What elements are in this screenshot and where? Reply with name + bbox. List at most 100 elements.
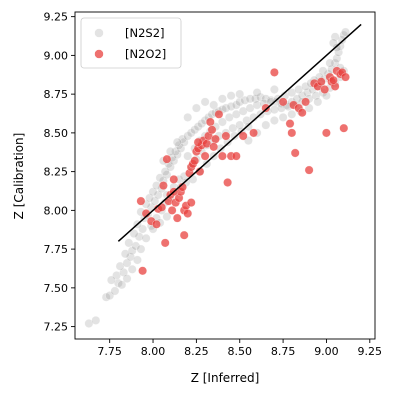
n2s2-point-179	[287, 109, 297, 119]
n2s2-point-14	[131, 241, 141, 251]
n2s2-point-60	[240, 95, 250, 105]
n2o2-point-15	[172, 213, 182, 223]
y-tick-label-1: 7.50	[44, 282, 69, 295]
n2s2-point-182	[313, 97, 323, 107]
x-tick-label-0: 7.75	[97, 345, 122, 358]
n2o2-point-54	[301, 97, 311, 107]
n2s2-point-45	[183, 131, 193, 141]
n2s2-point-135	[301, 81, 311, 91]
n2o2-point-21	[183, 209, 193, 218]
legend: [N2S2] [N2O2]	[80, 17, 182, 69]
y-tick-label-6: 8.75	[44, 88, 69, 101]
n2s2-point-136	[136, 244, 146, 254]
n2o2-point-7	[158, 181, 168, 191]
n2o2-point-46	[269, 67, 279, 77]
n2o2-point-8	[160, 238, 170, 248]
n2s2-point-15	[124, 238, 134, 248]
n2s2-point-127	[245, 103, 255, 113]
legend-box	[80, 17, 182, 69]
n2o2-point-0	[136, 196, 146, 206]
n2s2-point-7	[112, 271, 122, 280]
n2s2-point-137	[141, 233, 151, 243]
n2s2-point-165	[127, 264, 137, 274]
n2s2-point-124	[224, 112, 234, 122]
n2o2-point-70	[186, 198, 196, 208]
n2s2-point-176	[261, 120, 271, 130]
n2s2-point-105	[269, 105, 279, 115]
n2o2-point-9	[162, 154, 172, 164]
n2o2-point-49	[287, 128, 297, 138]
n2o2-point-36	[211, 134, 220, 144]
n2o2-point-58	[316, 77, 326, 87]
reference-line	[117, 23, 362, 242]
n2o2-point-55	[304, 165, 314, 175]
n2s2-point-162	[209, 100, 219, 110]
n2s2-point-1	[91, 315, 101, 325]
y-tick-label-3: 8.00	[44, 204, 69, 217]
n2s2-point-47	[190, 125, 200, 135]
n2o2-point-42	[231, 151, 241, 161]
n2s2-point-154	[243, 122, 253, 132]
plot-frame	[74, 11, 376, 340]
n2s2-point-85	[341, 27, 350, 37]
x-axis-ticks: 7.75 8.00 8.25 8.50 8.75 9.00 9.25	[97, 339, 382, 358]
n2s2-point-185	[332, 43, 342, 53]
n2s2-point-166	[132, 255, 142, 265]
n2s2-point-161	[191, 103, 201, 113]
n2o2-point-1	[138, 266, 148, 276]
legend-label-n2o2: [N2O2]	[125, 47, 166, 61]
n2o2-point-12	[167, 205, 177, 215]
y-tick-label-2: 7.75	[44, 243, 69, 256]
n2s2-point-164	[122, 274, 132, 284]
n2s2-point-172	[165, 147, 175, 156]
legend-marker-n2s2	[94, 28, 104, 38]
n2o2-point-60	[321, 128, 331, 138]
n2s2-point-148	[202, 159, 212, 169]
n2o2-point-43	[238, 131, 248, 141]
n2s2-point-167	[106, 275, 116, 285]
n2s2-point-163	[226, 91, 236, 101]
y-tick-label-4: 8.25	[44, 166, 69, 179]
n2s2-point-56	[221, 103, 231, 113]
n2s2-point-156	[217, 94, 227, 104]
y-axis-label: Z [Calibration]	[12, 133, 26, 220]
n2s2-point-126	[238, 106, 248, 116]
n2o2-point-44	[249, 128, 259, 138]
n2o2-point-59	[320, 85, 330, 94]
y-tick-label-0: 7.25	[44, 321, 69, 334]
n2s2-point-18	[138, 224, 148, 234]
n2o2-point-74	[209, 142, 219, 152]
n2s2-point-34	[160, 167, 170, 177]
n2o2-point-39	[221, 131, 231, 141]
n2o2-point-31	[200, 151, 210, 161]
n2s2-point-33	[162, 170, 172, 180]
n2s2-point-159	[269, 85, 279, 94]
n2o2-point-67	[339, 123, 349, 133]
n2s2-point-0	[84, 319, 94, 328]
n2o2-point-48	[285, 119, 295, 129]
n2s2-point-133	[287, 88, 297, 98]
n2s2-point-99	[228, 123, 238, 133]
n2s2-point-49	[197, 119, 207, 129]
n2s2-point-57	[226, 102, 236, 111]
n2o2-point-25	[190, 156, 200, 166]
n2s2-point-48	[193, 122, 203, 132]
n2s2-point-4	[110, 286, 120, 296]
n2s2-point-170	[162, 212, 172, 222]
n2o2-point-35	[207, 125, 217, 135]
y-tick-label-5: 8.50	[44, 127, 69, 140]
n2s2-point-6	[117, 280, 127, 290]
n2s2-point-64	[261, 94, 271, 104]
n2s2-point-61	[245, 94, 255, 104]
n2s2-point-173	[172, 137, 182, 147]
n2s2-point-83	[337, 35, 347, 45]
n2o2-point-47	[278, 97, 288, 107]
x-tick-label-6: 9.25	[358, 345, 383, 358]
x-tick-label-4: 8.75	[271, 345, 296, 358]
n2s2-point-16	[134, 232, 144, 242]
x-tick-label-1: 8.00	[141, 345, 166, 358]
n2s2-point-87	[328, 38, 338, 48]
n2s2-point-157	[235, 89, 245, 99]
n2o2-point-37	[214, 109, 224, 119]
